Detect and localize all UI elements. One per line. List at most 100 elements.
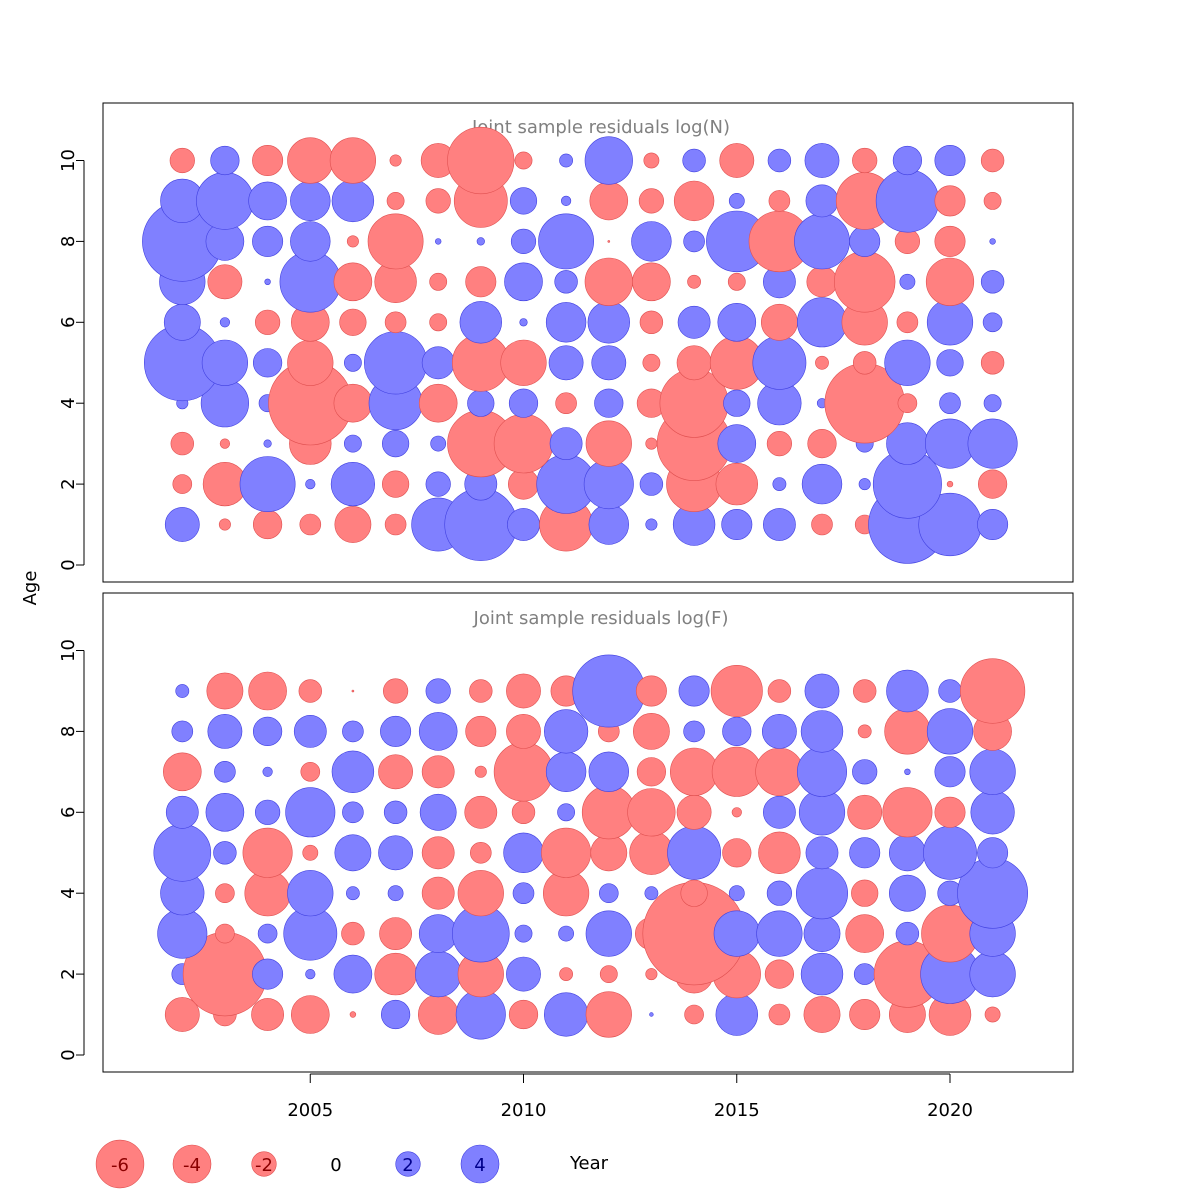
bubble-bottom-2015-age1 [715,993,758,1036]
bubble-bottom-2013-age5 [629,830,674,875]
bubble-top-2020-age5 [936,349,964,377]
bubble-bottom-2005-age6 [285,787,336,838]
bubble-top-2012-age6 [587,301,630,344]
bubble-top-2011-age9 [560,195,572,206]
bubble-top-2006-age4 [333,383,373,423]
bubble-top-2018-age5 [852,351,877,375]
y-tick-label-bottom-0: 0 [58,1049,79,1060]
bubble-bottom-2019-age9 [886,669,929,713]
bubble-top-2010-age3 [493,413,554,474]
bubble-bottom-2017-age2 [800,952,844,996]
bubble-top-2011-age8 [538,213,595,270]
bubble-top-2017-age3 [807,429,837,459]
bubble-bottom-2010-age6 [511,800,536,824]
bubble-bottom-2018-age4 [851,879,879,907]
x-axis: 2005 2010 2015 2020 [287,1073,973,1121]
y-tick-label-bottom-2: 2 [58,968,79,979]
bubble-top-2020-age7 [925,257,975,306]
x-tick-label-2005: 2005 [287,1100,333,1121]
bubble-top-2014-age6 [677,305,711,339]
bubble-bottom-2005-age9 [298,679,322,703]
bubble-top-2011-age7 [554,270,578,294]
bubble-bottom-2010-age8 [506,714,541,749]
bubble-top-2017-age1 [811,513,833,536]
bubble-top-2013-age7 [632,262,671,302]
bubble-bottom-2011-age8 [543,709,589,754]
bubble-top-2004-age2 [239,456,296,513]
bubble-top-2003-age7 [207,264,243,300]
bubble-top-2002-age10 [169,147,195,174]
bubble-top-2018-age10 [852,147,878,174]
bubble-top-2007-age1 [384,513,407,536]
bubble-top-2005-age2 [305,479,316,490]
bubble-bottom-2014-age5 [667,825,722,880]
bubble-bottom-2020-age5 [923,825,977,880]
bubble-top-2004-age6 [255,309,281,335]
bubbles-bottom [153,654,1028,1040]
bubble-bottom-2006-age5 [334,834,372,872]
bubble-bottom-2008-age5 [421,836,455,870]
bubble-top-2016-age6 [761,303,798,341]
bubble-bottom-2004-age6 [255,799,281,825]
bubble-top-2006-age8 [346,235,359,248]
bubble-top-2019-age7 [899,273,916,290]
bubble-top-2003-age3 [219,438,230,449]
bubble-bottom-2008-age1 [418,994,459,1035]
legend-label-2: 2 [402,1155,413,1176]
panel-top: Joint sample residuals log(N) 0 2 4 6 8 10 [58,102,1074,583]
plot-frame-bottom [102,592,1074,1073]
bubble-top-2002-age3 [170,431,195,456]
bubble-top-2005-age5 [287,339,334,386]
bubble-top-2018-age8 [849,225,881,257]
x-tick-label-2020: 2020 [927,1100,973,1121]
bubble-bottom-2015-age9 [710,664,763,717]
bubble-top-2005-age10 [287,137,334,184]
bubble-top-2007-age2 [382,470,410,498]
bubble-bottom-2014-age1 [684,1004,704,1025]
bubble-top-2021-age3 [967,418,1018,469]
bubble-bottom-2016-age6 [763,795,796,829]
bubble-bottom-2016-age7 [755,747,804,796]
bubble-bottom-2004-age5 [242,827,293,878]
bubble-bottom-2003-age4 [215,883,235,904]
legend-label-0: 0 [330,1155,341,1176]
bubble-bottom-2002-age3 [157,908,208,959]
bubble-top-2018-age7 [833,251,896,313]
bubble-top-2016-age10 [767,148,792,173]
bubble-top-2019-age6 [896,311,919,334]
bubble-bottom-2002-age8 [171,720,194,743]
bubble-bottom-2003-age6 [205,792,245,832]
bubble-bottom-2010-age2 [506,956,541,992]
bubble-top-2012-age7 [584,257,633,306]
bubble-top-2003-age5 [201,339,248,386]
bubble-top-2013-age5 [642,353,661,372]
bubble-top-2002-age2 [172,474,193,494]
bubble-bottom-2010-age9 [506,673,541,709]
bubble-top-2014-age7 [687,274,701,289]
bubble-bottom-2009-age1 [455,989,506,1040]
bubble-top-2019-age4 [897,393,918,414]
bubble-bottom-2003-age8 [207,714,243,749]
bubble-bottom-2005-age5 [302,844,319,861]
bubble-bottom-2007-age5 [378,835,414,871]
bubble-bottom-2002-age5 [153,823,212,882]
y-axis-top: 0 2 4 6 8 10 [58,149,85,571]
bubble-top-2017-age2 [801,463,843,505]
bubble-bottom-2006-age9 [351,689,355,693]
legend-label--4: -4 [183,1155,201,1176]
bubble-top-2012-age2 [583,459,634,510]
bubble-top-2018-age2 [858,478,871,491]
bubble-top-2004-age3 [263,439,272,448]
bubble-top-2015-age2 [715,462,758,506]
bubble-top-2004-age9 [248,181,287,221]
bubble-top-2015-age10 [719,143,755,178]
bubble-bottom-2004-age3 [257,923,278,944]
bubble-bottom-2016-age4 [766,880,793,906]
bubble-bottom-2013-age7 [636,757,667,787]
bubble-top-2012-age9 [589,181,629,221]
bubble-bottom-2016-age8 [762,714,797,749]
bubble-bottom-2017-age4 [795,867,848,920]
bubble-bottom-2017-age7 [796,746,847,797]
bubble-bottom-2017-age3 [803,915,841,953]
bubble-top-2004-age10 [252,145,284,177]
